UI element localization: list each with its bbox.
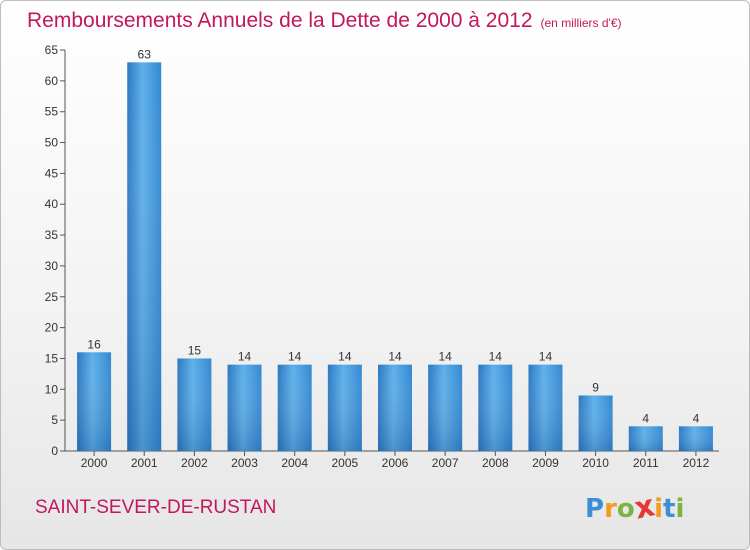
data-label: 14	[288, 350, 302, 364]
logo-letter: t	[663, 494, 676, 524]
proxiti-logo: Proxiti	[585, 488, 685, 526]
data-label: 14	[238, 350, 252, 364]
logo-letter: r	[604, 494, 617, 524]
x-tick-label: 2006	[382, 456, 409, 470]
bar-shading	[177, 358, 212, 451]
data-label: 15	[188, 343, 202, 357]
y-tick-label: 55	[45, 105, 59, 119]
bar-shading	[428, 364, 463, 451]
y-tick-label: 35	[45, 228, 59, 242]
data-label: 14	[388, 350, 402, 364]
bar-shading	[528, 364, 563, 451]
logo-letter: P	[585, 494, 605, 524]
y-tick-label: 45	[45, 166, 59, 180]
y-tick-label: 30	[45, 259, 59, 273]
x-tick-label: 2001	[131, 456, 158, 470]
data-label: 14	[438, 350, 452, 364]
data-label: 9	[592, 380, 599, 394]
data-label: 14	[338, 350, 352, 364]
data-label: 14	[539, 350, 553, 364]
y-tick-label: 65	[45, 43, 59, 57]
x-tick-label: 2008	[482, 456, 509, 470]
y-tick-label: 10	[45, 382, 59, 396]
x-tick-label: 2010	[582, 456, 609, 470]
data-label: 4	[642, 411, 649, 425]
bar-shading	[628, 426, 663, 451]
bar-shading	[678, 426, 713, 451]
y-tick-label: 50	[45, 136, 59, 150]
chart-title: Remboursements Annuels de la Dette de 20…	[27, 9, 622, 33]
y-tick-label: 25	[45, 290, 59, 304]
x-tick-label: 2012	[683, 456, 710, 470]
bar-shading	[227, 364, 262, 451]
chart-title-text: Remboursements Annuels de la Dette de 20…	[27, 9, 533, 32]
data-label: 16	[87, 337, 101, 351]
y-tick-label: 20	[45, 321, 59, 335]
data-label: 4	[693, 411, 700, 425]
bar-shading	[327, 364, 362, 451]
bar-shading	[578, 395, 613, 451]
bar-shading	[127, 62, 162, 451]
data-label: 14	[489, 350, 503, 364]
chart-subtitle: (en milliers d'€)	[540, 16, 622, 30]
logo-letter: i	[654, 494, 664, 524]
logo-letter: o	[616, 494, 635, 524]
logo-letter: i	[675, 494, 685, 524]
bar-shading	[277, 364, 312, 451]
x-tick-label: 2007	[432, 456, 459, 470]
town-name: SAINT-SEVER-DE-RUSTAN	[35, 497, 277, 518]
x-tick-label: 2004	[281, 456, 308, 470]
x-tick-label: 2011	[633, 456, 659, 470]
x-tick-label: 2002	[181, 456, 208, 470]
y-tick-label: 15	[45, 351, 59, 365]
x-tick-label: 2003	[231, 456, 258, 470]
data-label: 63	[138, 47, 152, 61]
x-tick-label: 2000	[81, 456, 108, 470]
bar-shading	[478, 364, 513, 451]
bar-shading	[77, 352, 112, 451]
y-tick-label: 5	[51, 413, 58, 427]
x-tick-label: 2009	[532, 456, 559, 470]
y-tick-label: 60	[45, 74, 59, 88]
bar-shading	[378, 364, 412, 451]
y-tick-label: 40	[45, 197, 59, 211]
y-tick-label: 0	[51, 444, 58, 458]
x-tick-label: 2005	[331, 456, 358, 470]
